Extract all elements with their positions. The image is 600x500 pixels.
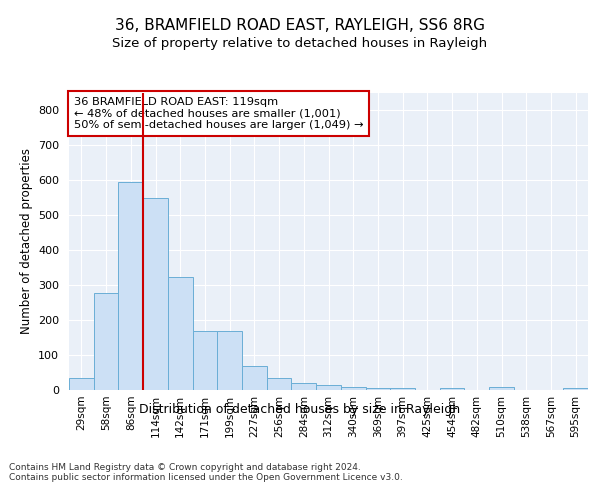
- Bar: [316, 385, 341, 390]
- Y-axis label: Number of detached properties: Number of detached properties: [20, 148, 32, 334]
- Text: 36 BRAMFIELD ROAD EAST: 119sqm
← 48% of detached houses are smaller (1,001)
50% : 36 BRAMFIELD ROAD EAST: 119sqm ← 48% of …: [74, 97, 364, 130]
- Bar: [267, 378, 292, 390]
- Bar: [143, 198, 168, 390]
- Bar: [217, 330, 242, 390]
- Bar: [94, 292, 118, 390]
- Bar: [193, 330, 217, 390]
- Bar: [440, 388, 464, 390]
- Bar: [489, 387, 514, 390]
- Bar: [390, 388, 415, 390]
- Bar: [292, 383, 316, 390]
- Text: Distribution of detached houses by size in Rayleigh: Distribution of detached houses by size …: [139, 402, 461, 415]
- Text: Contains HM Land Registry data © Crown copyright and database right 2024.
Contai: Contains HM Land Registry data © Crown c…: [9, 462, 403, 482]
- Bar: [242, 366, 267, 390]
- Text: 36, BRAMFIELD ROAD EAST, RAYLEIGH, SS6 8RG: 36, BRAMFIELD ROAD EAST, RAYLEIGH, SS6 8…: [115, 18, 485, 32]
- Bar: [69, 378, 94, 390]
- Bar: [341, 387, 365, 390]
- Text: Size of property relative to detached houses in Rayleigh: Size of property relative to detached ho…: [112, 38, 488, 51]
- Bar: [118, 182, 143, 390]
- Bar: [168, 278, 193, 390]
- Bar: [365, 388, 390, 390]
- Bar: [563, 388, 588, 390]
